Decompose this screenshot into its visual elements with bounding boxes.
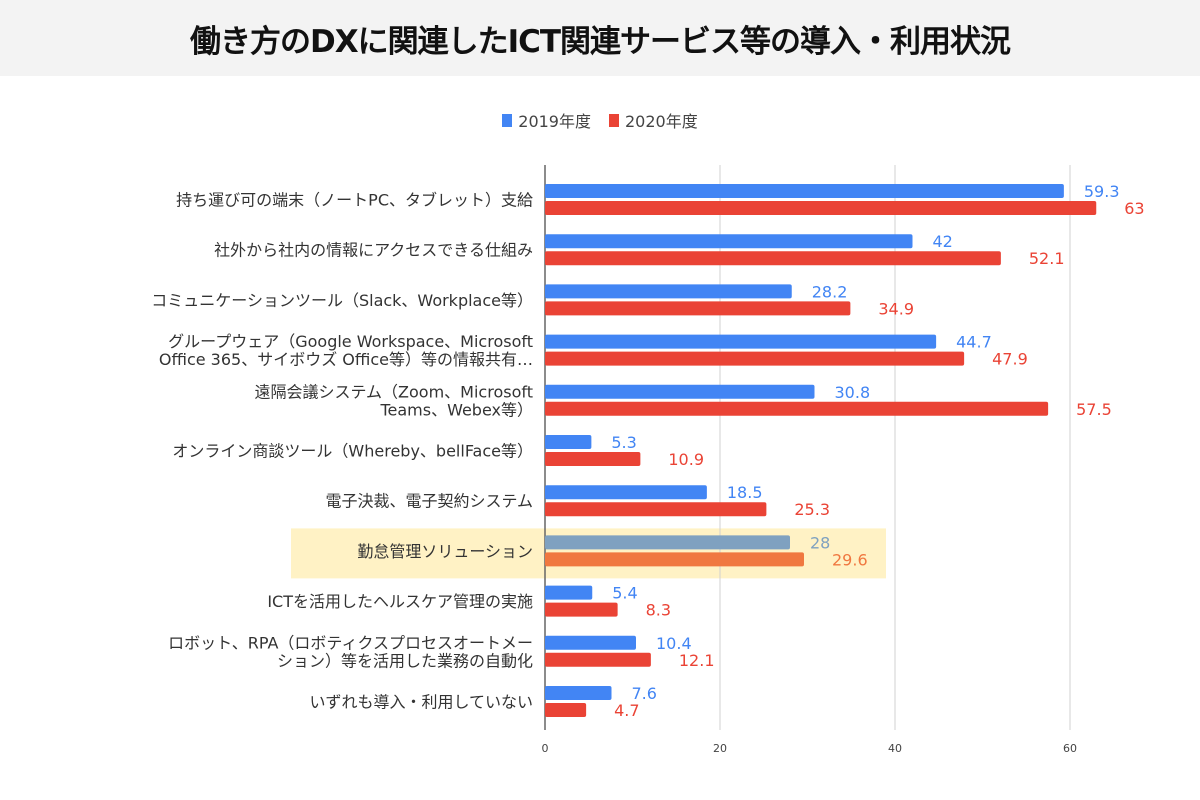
category-label-3-line-1: Office 365、サイボウズ Office等）等の情報共有… (159, 350, 533, 369)
x-tick-label-60: 60 (1063, 742, 1077, 755)
value-label-2019年度-1: 42 (933, 232, 953, 251)
x-tick-label-20: 20 (713, 742, 727, 755)
category-label-5: オンライン商談ツール（Whereby、bellFace等） (172, 442, 533, 461)
value-label-2019年度-8: 5.4 (612, 584, 637, 603)
chart-title: 働き方のDXに関連したICT関連サービス等の導入・利用状況 (189, 23, 1011, 60)
title-bar: 働き方のDXに関連したICT関連サービス等の導入・利用状況 (0, 0, 1200, 76)
value-label-2020年度-9: 12.1 (679, 651, 715, 670)
bar-2020年度-2 (545, 301, 851, 316)
x-tick-label-40: 40 (888, 742, 902, 755)
category-label-9-line-1: ション）等を活用した業務の自動化 (277, 651, 533, 670)
value-label-2019年度-3: 44.7 (956, 333, 992, 352)
value-label-2019年度-6: 18.5 (727, 483, 763, 502)
bar-2019年度-5 (545, 435, 592, 449)
value-label-2020年度-1: 52.1 (1029, 249, 1065, 268)
legend-item-2020[interactable]: 2020年度 (609, 108, 698, 132)
bar-2019年度-7 (545, 535, 790, 550)
bar-2019年度-9 (545, 635, 636, 650)
value-label-2019年度-9: 10.4 (656, 634, 692, 653)
value-label-2019年度-4: 30.8 (835, 383, 871, 402)
value-label-2020年度-3: 47.9 (992, 350, 1028, 369)
bar-2020年度-6 (545, 502, 767, 517)
legend-label-2019: 2019年度 (518, 112, 591, 131)
x-tick-label-0: 0 (542, 742, 549, 755)
value-label-2020年度-0: 63 (1124, 199, 1144, 218)
category-label-1: 社外から社内の情報にアクセスできる仕組み (214, 241, 533, 260)
bar-2019年度-10 (545, 686, 612, 700)
bar-2020年度-5 (545, 452, 641, 466)
legend-item-2019[interactable]: 2019年度 (502, 108, 591, 132)
value-label-2020年度-2: 34.9 (878, 299, 914, 318)
value-label-2019年度-10: 7.6 (632, 684, 657, 703)
value-label-2019年度-7: 28 (810, 533, 830, 552)
value-label-2020年度-8: 8.3 (646, 601, 671, 620)
category-label-8: ICTを活用したヘルスケア管理の実施 (267, 592, 533, 611)
legend-swatch-2019 (502, 113, 513, 127)
category-label-4-line-0: 遠隔会議システム（Zoom、Microsoft (255, 382, 533, 401)
bar-2019年度-1 (545, 234, 913, 249)
category-label-2: コミュニケーションツール（Slack、Workplace等） (151, 291, 533, 310)
bar-2019年度-8 (545, 585, 593, 600)
legend: 2019年度 2020年度 (0, 108, 1200, 132)
category-label-0: 持ち運び可の端末（ノートPC、タブレット）支給 (176, 191, 533, 210)
category-label-9-line-0: ロボット、RPA（ロボティクスプロセスオートメー (168, 633, 533, 652)
category-label-10: いずれも導入・利用していない (309, 693, 533, 712)
value-label-2020年度-4: 57.5 (1076, 400, 1112, 419)
bar-2019年度-0 (545, 184, 1064, 198)
legend-swatch-2020 (609, 113, 619, 127)
bar-2019年度-3 (545, 334, 937, 349)
value-label-2020年度-10: 4.7 (614, 701, 639, 720)
bar-2020年度-10 (545, 703, 587, 717)
bar-2020年度-9 (545, 652, 651, 667)
value-label-2019年度-5: 5.3 (611, 433, 636, 452)
value-label-2019年度-2: 28.2 (812, 282, 848, 301)
category-label-4-line-1: Teams、Webex等） (379, 400, 533, 419)
bar-2020年度-0 (545, 201, 1097, 215)
bar-2019年度-4 (545, 384, 815, 399)
bar-2020年度-8 (545, 602, 618, 617)
category-label-7: 勤怠管理ソリューション (357, 542, 533, 561)
value-label-2020年度-7: 29.6 (832, 550, 868, 569)
bar-2020年度-7 (545, 552, 804, 567)
category-label-6: 電子決裁、電子契約システム (325, 492, 533, 511)
bar-2020年度-4 (545, 401, 1049, 416)
bar-2019年度-6 (545, 485, 707, 500)
legend-label-2020: 2020年度 (625, 112, 698, 131)
value-label-2020年度-5: 10.9 (668, 450, 704, 469)
category-label-3-line-0: グループウェア（Google Workspace、Microsoft (168, 332, 533, 351)
bar-2020年度-3 (545, 351, 965, 366)
value-label-2020年度-6: 25.3 (794, 500, 830, 519)
bar-2019年度-2 (545, 284, 792, 299)
bar-2020年度-1 (545, 251, 1001, 266)
value-label-2019年度-0: 59.3 (1084, 182, 1120, 201)
